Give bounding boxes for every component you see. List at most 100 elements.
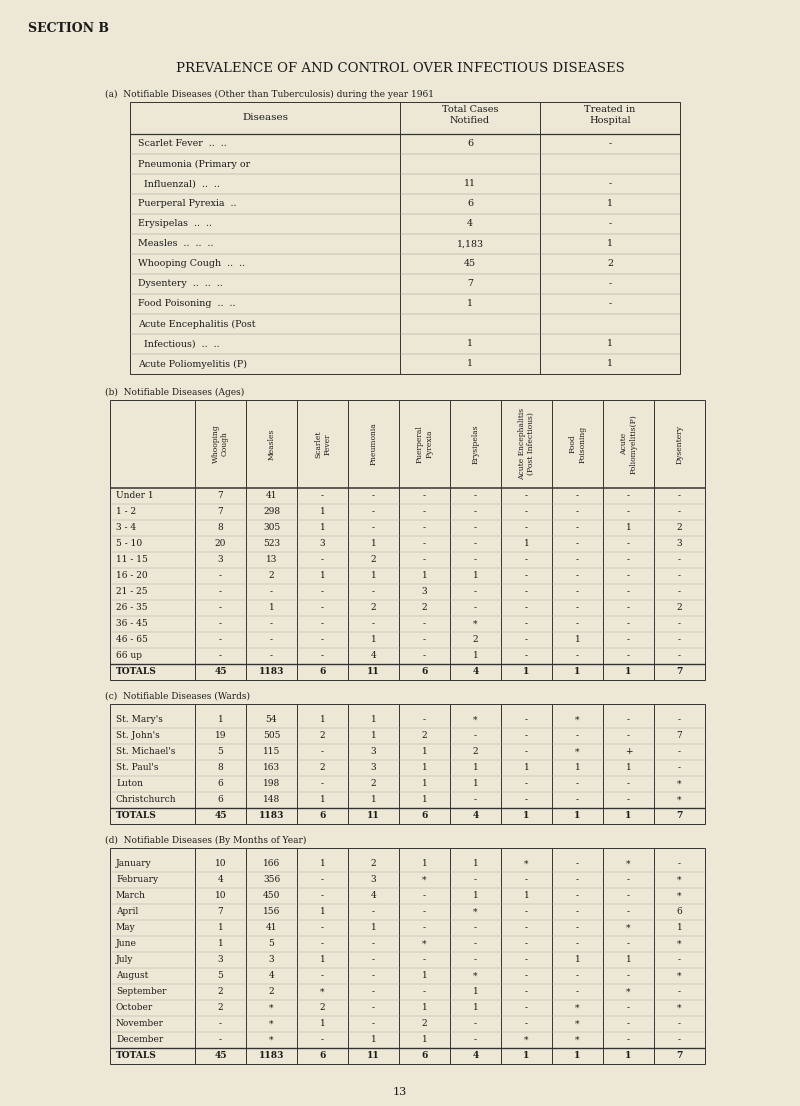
Text: 6: 6 — [218, 795, 223, 804]
Text: -: - — [678, 1035, 681, 1044]
Text: -: - — [525, 939, 528, 949]
Text: 21 - 25: 21 - 25 — [116, 587, 148, 596]
Text: -: - — [423, 636, 426, 645]
Text: -: - — [372, 1003, 375, 1012]
Text: 8: 8 — [218, 763, 223, 772]
Text: -: - — [474, 508, 477, 517]
Text: 10: 10 — [214, 859, 226, 868]
Text: Dysentery  ..  ..  ..: Dysentery .. .. .. — [138, 280, 222, 289]
Text: 2: 2 — [422, 604, 427, 613]
Text: -: - — [372, 939, 375, 949]
Text: 45: 45 — [214, 668, 226, 677]
Text: -: - — [576, 540, 579, 549]
Text: -: - — [525, 491, 528, 501]
Text: 45: 45 — [214, 1052, 226, 1061]
Text: Dysentery: Dysentery — [675, 425, 683, 463]
Text: 1: 1 — [370, 716, 376, 724]
Text: 450: 450 — [263, 891, 280, 900]
Text: 166: 166 — [263, 859, 280, 868]
Text: -: - — [474, 587, 477, 596]
Text: -: - — [321, 636, 324, 645]
Text: -: - — [423, 555, 426, 564]
Text: -: - — [219, 619, 222, 628]
Text: -: - — [678, 988, 681, 997]
Text: 7: 7 — [218, 908, 223, 917]
Text: -: - — [576, 971, 579, 981]
Text: 1: 1 — [370, 795, 376, 804]
Text: 11: 11 — [367, 668, 380, 677]
Text: 11: 11 — [464, 179, 476, 188]
Text: 16 - 20: 16 - 20 — [116, 572, 148, 581]
Text: -: - — [525, 956, 528, 964]
Text: -: - — [423, 716, 426, 724]
Text: 13: 13 — [266, 555, 277, 564]
Text: -: - — [627, 731, 630, 741]
Text: 2: 2 — [320, 763, 326, 772]
Text: (a)  Notifiable Diseases (Other than Tuberculosis) during the year 1961: (a) Notifiable Diseases (Other than Tube… — [105, 90, 434, 98]
Text: TOTALS: TOTALS — [116, 668, 157, 677]
Text: -: - — [321, 971, 324, 981]
Text: 6: 6 — [677, 908, 682, 917]
Text: -: - — [372, 619, 375, 628]
Text: -: - — [576, 731, 579, 741]
Text: 1: 1 — [607, 199, 613, 209]
Text: -: - — [525, 908, 528, 917]
Text: -: - — [525, 604, 528, 613]
Text: -: - — [627, 891, 630, 900]
Text: -: - — [576, 572, 579, 581]
Text: 1: 1 — [473, 1003, 478, 1012]
Text: *: * — [626, 924, 630, 932]
Text: -: - — [372, 508, 375, 517]
Text: 1183: 1183 — [258, 668, 284, 677]
Text: March: March — [116, 891, 146, 900]
Text: 1: 1 — [320, 795, 326, 804]
Text: 2: 2 — [677, 604, 682, 613]
Text: January: January — [116, 859, 152, 868]
Text: -: - — [627, 604, 630, 613]
Text: St. Paul's: St. Paul's — [116, 763, 158, 772]
Text: 1: 1 — [473, 891, 478, 900]
Text: Erysipelas: Erysipelas — [471, 425, 479, 463]
Text: 1: 1 — [218, 924, 223, 932]
Text: -: - — [576, 508, 579, 517]
Text: 36 - 45: 36 - 45 — [116, 619, 148, 628]
Text: 2: 2 — [677, 523, 682, 532]
Text: 7: 7 — [467, 280, 473, 289]
Text: *: * — [678, 939, 682, 949]
Text: -: - — [627, 651, 630, 660]
Text: -: - — [627, 587, 630, 596]
Text: -: - — [525, 988, 528, 997]
Text: -: - — [678, 508, 681, 517]
Text: 5: 5 — [269, 939, 274, 949]
Text: Acute
Poliomyelitis(P): Acute Poliomyelitis(P) — [620, 414, 637, 473]
Text: 156: 156 — [263, 908, 280, 917]
Text: -: - — [576, 619, 579, 628]
Text: -: - — [372, 956, 375, 964]
Text: Pneumonia (Primary or: Pneumonia (Primary or — [138, 159, 250, 168]
Text: -: - — [576, 491, 579, 501]
Text: -: - — [372, 971, 375, 981]
Text: *: * — [575, 716, 580, 724]
Text: 45: 45 — [464, 260, 476, 269]
Text: 3: 3 — [370, 876, 376, 885]
Text: -: - — [321, 555, 324, 564]
Text: -: - — [678, 587, 681, 596]
Text: 7: 7 — [218, 508, 223, 517]
Text: 20: 20 — [215, 540, 226, 549]
Text: -: - — [576, 859, 579, 868]
Text: 1: 1 — [422, 859, 427, 868]
Text: St. Mary's: St. Mary's — [116, 716, 163, 724]
Text: 1: 1 — [473, 763, 478, 772]
Text: 1183: 1183 — [258, 1052, 284, 1061]
Text: Acute Encephalitis (Post: Acute Encephalitis (Post — [138, 320, 255, 328]
Text: -: - — [608, 219, 612, 229]
Text: St. Michael's: St. Michael's — [116, 748, 175, 757]
Text: -: - — [525, 716, 528, 724]
Text: *: * — [422, 939, 426, 949]
Text: -: - — [576, 555, 579, 564]
Text: 1: 1 — [422, 780, 427, 789]
Text: 198: 198 — [263, 780, 280, 789]
Text: 1: 1 — [626, 1052, 632, 1061]
Text: -: - — [270, 619, 273, 628]
Text: TOTALS: TOTALS — [116, 1052, 157, 1061]
